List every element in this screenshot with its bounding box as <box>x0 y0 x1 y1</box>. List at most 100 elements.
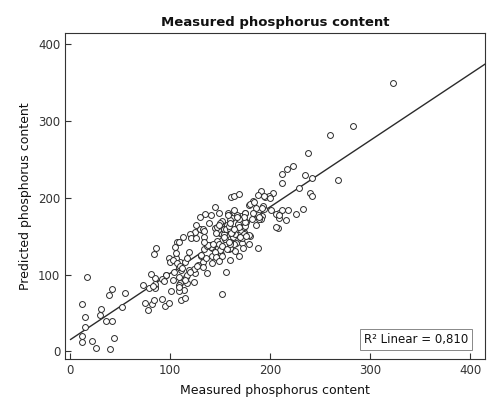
Point <box>96 306 104 313</box>
Point <box>174 288 182 294</box>
Point <box>326 131 334 138</box>
Point <box>225 238 233 245</box>
Point <box>258 205 266 211</box>
Point <box>96 312 104 318</box>
Point <box>230 241 237 247</box>
Point <box>194 262 202 269</box>
Point <box>223 246 231 253</box>
Point <box>78 333 86 339</box>
Point <box>240 224 248 231</box>
Point <box>260 193 268 200</box>
Point <box>272 224 280 231</box>
Point <box>288 163 296 169</box>
Point <box>236 191 244 197</box>
Point <box>220 222 228 228</box>
Point <box>180 287 188 293</box>
Point <box>235 216 243 222</box>
Point <box>389 79 397 86</box>
Point <box>216 210 224 216</box>
Point <box>226 257 234 264</box>
Point <box>149 283 157 290</box>
Point <box>216 220 224 227</box>
Point <box>236 234 244 240</box>
Point <box>118 304 126 310</box>
Point <box>169 257 177 263</box>
Point <box>224 211 232 218</box>
Point <box>224 226 232 233</box>
Point <box>172 250 180 256</box>
Point <box>167 287 175 294</box>
Point <box>308 193 316 200</box>
Point <box>275 215 283 222</box>
Point <box>230 226 237 233</box>
Point <box>226 220 234 226</box>
Point <box>269 190 277 197</box>
Point <box>176 280 184 287</box>
Point <box>218 243 226 249</box>
Point <box>283 166 291 172</box>
Point <box>278 207 286 213</box>
Point <box>233 226 241 232</box>
Point <box>214 227 222 233</box>
Point <box>245 202 253 209</box>
Point <box>215 257 223 264</box>
Point <box>182 274 190 280</box>
Point <box>150 297 158 303</box>
Point <box>275 212 283 219</box>
Point <box>222 226 230 233</box>
Point <box>104 292 112 299</box>
Point <box>197 252 205 259</box>
Point <box>199 264 207 270</box>
Point <box>218 231 226 237</box>
Point <box>240 214 248 220</box>
Point <box>278 171 286 177</box>
Point <box>204 242 212 248</box>
Point <box>150 251 158 257</box>
Point <box>144 307 152 314</box>
Point <box>200 234 208 240</box>
Point <box>176 284 184 291</box>
Point <box>215 240 223 247</box>
Point <box>241 222 249 229</box>
Point <box>226 217 234 223</box>
Point <box>254 192 262 199</box>
Point <box>282 217 290 223</box>
Point <box>230 206 238 213</box>
Point <box>166 258 174 265</box>
Point <box>222 222 230 228</box>
Point <box>275 210 283 216</box>
Text: R² Linear = 0,810: R² Linear = 0,810 <box>364 333 468 346</box>
Point <box>222 226 230 233</box>
X-axis label: Measured phosphorus content: Measured phosphorus content <box>180 384 370 397</box>
Point <box>151 281 159 288</box>
Point <box>249 197 257 204</box>
Y-axis label: Predicted phosphorus content: Predicted phosphorus content <box>20 102 32 290</box>
Point <box>186 249 194 255</box>
Point <box>234 215 241 221</box>
Point <box>78 301 86 308</box>
Point <box>138 282 146 288</box>
Point <box>196 214 204 220</box>
Point <box>252 222 260 228</box>
Point <box>218 217 226 224</box>
Point <box>172 255 180 262</box>
Point <box>236 227 244 233</box>
Point <box>222 224 230 230</box>
Point <box>110 334 118 341</box>
Point <box>240 228 248 235</box>
Point <box>234 212 241 219</box>
Point <box>202 211 209 217</box>
Point <box>226 244 234 251</box>
Point <box>208 253 216 259</box>
Point <box>193 262 201 269</box>
Point <box>203 242 211 249</box>
Point <box>178 297 186 304</box>
Point <box>294 185 302 191</box>
Point <box>214 245 222 251</box>
Point <box>200 239 207 246</box>
Point <box>224 239 232 246</box>
Point <box>220 234 228 240</box>
Point <box>231 231 239 237</box>
Point <box>249 209 257 216</box>
Point <box>248 216 256 222</box>
